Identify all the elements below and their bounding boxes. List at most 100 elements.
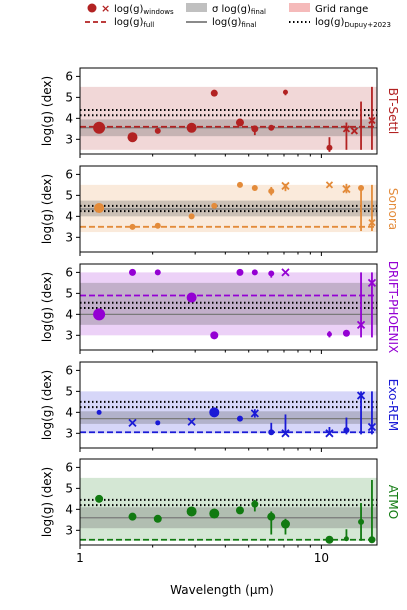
legend-sigma-patch-icon xyxy=(186,3,207,12)
y-tick-label: 3 xyxy=(65,230,73,244)
grid-range-band xyxy=(80,477,377,541)
data-point xyxy=(342,184,351,194)
y-tick-label: 3 xyxy=(65,523,73,537)
data-point xyxy=(93,121,106,134)
data-point xyxy=(281,268,290,277)
model-label: ATMO xyxy=(386,485,400,519)
data-point xyxy=(282,89,288,95)
legend-full-text: log(g)full xyxy=(114,17,154,29)
legend-windows-sub: windows xyxy=(143,8,174,16)
panel-atmo: 3 4 5 6 log(g) (dex) ATMO xyxy=(40,458,400,549)
grid-range-band xyxy=(80,272,377,336)
data-point xyxy=(94,202,105,213)
legend-grid-patch-icon xyxy=(289,3,310,12)
legend-dupuy-text: log(g)Dupuy+2023 xyxy=(315,17,391,29)
model-label: Sonora xyxy=(386,188,400,230)
data-point xyxy=(235,118,244,127)
data-point xyxy=(367,278,377,288)
data-point xyxy=(250,409,259,418)
data-point xyxy=(236,268,244,276)
y-tick-label: 4 xyxy=(65,209,73,223)
data-point xyxy=(367,422,377,432)
legend-final-label: log(g) xyxy=(212,17,241,28)
panel-plot-area xyxy=(80,181,377,233)
legend-dupuy-sub: Dupuy+2023 xyxy=(344,21,391,29)
x-tick-label: 10 xyxy=(314,551,329,565)
legend-windows-circle-icon xyxy=(87,3,97,13)
data-point xyxy=(153,514,162,523)
data-point xyxy=(128,512,137,521)
data-point xyxy=(154,269,161,276)
data-point xyxy=(368,116,376,125)
data-point xyxy=(186,292,197,303)
data-point xyxy=(356,391,366,400)
legend-dupuy-label: log(g) xyxy=(315,17,344,28)
y-tick-label: 4 xyxy=(65,502,73,516)
data-point xyxy=(154,127,161,134)
data-point xyxy=(343,536,349,542)
x-axis: 1 10 xyxy=(76,551,329,565)
data-point xyxy=(210,89,218,97)
legend-windows-label: log(g) xyxy=(114,4,143,15)
y-tick-label: 4 xyxy=(65,307,73,321)
panel-drift-phoenix: 3 4 5 6 log(g) (dex) DRIFT-PHOENIX xyxy=(40,261,400,354)
y-axis-label: log(g) (dex) xyxy=(40,370,54,440)
sigma-band xyxy=(80,411,377,424)
y-tick-label: 3 xyxy=(65,132,73,146)
y-tick-label: 5 xyxy=(65,286,73,300)
data-point xyxy=(251,500,259,508)
data-point xyxy=(188,213,195,220)
data-point xyxy=(186,506,197,517)
data-point xyxy=(281,429,290,438)
panel-frame xyxy=(79,361,378,449)
model-label: BT-Settl xyxy=(386,88,400,135)
data-point xyxy=(268,124,275,131)
panel-plot-area xyxy=(80,391,377,438)
data-point xyxy=(268,429,275,436)
y-tick-label: 6 xyxy=(65,69,73,83)
data-point xyxy=(235,506,244,515)
model-label: Exo-REM xyxy=(386,379,400,431)
data-point xyxy=(325,429,334,438)
y-axis-label: log(g) (dex) xyxy=(40,76,54,146)
y-tick-label: 6 xyxy=(65,460,73,474)
x-axis-label: Wavelength (μm) xyxy=(170,583,274,597)
sigma-band xyxy=(80,282,377,325)
grid-range-band xyxy=(80,86,377,150)
data-point xyxy=(251,125,259,133)
y-tick-label: 5 xyxy=(65,481,73,495)
data-point xyxy=(210,331,219,340)
y-axis-label: log(g) (dex) xyxy=(40,174,54,244)
panel-exo-rem: 3 4 5 6 log(g) (dex) Exo-REM xyxy=(40,361,400,452)
legend-sigma-text: σ log(g)final xyxy=(212,4,266,16)
panels: 3 4 5 6 log(g) (dex) BT-Settl 3 4 5 6 log(g) (dex)… xyxy=(40,67,400,549)
y-tick-label: 4 xyxy=(65,111,73,125)
y-tick-label: 6 xyxy=(65,363,73,377)
panel-frame xyxy=(79,263,378,351)
y-tick-label: 5 xyxy=(65,384,73,398)
data-point xyxy=(343,427,350,434)
data-point xyxy=(267,512,276,521)
data-point xyxy=(368,218,376,227)
panel-plot-area xyxy=(80,86,377,152)
data-point xyxy=(358,518,365,525)
data-point xyxy=(325,181,334,189)
y-tick-label: 3 xyxy=(65,328,73,342)
panel-frame xyxy=(79,165,378,253)
data-point xyxy=(209,508,220,519)
legend-full-label: log(g) xyxy=(114,17,143,28)
legend-final-sub: final xyxy=(241,21,256,29)
y-tick-label: 6 xyxy=(65,265,73,279)
legend-final-text: log(g)final xyxy=(212,17,257,29)
y-axis-label: log(g) (dex) xyxy=(40,467,54,537)
data-point xyxy=(128,418,137,427)
data-point xyxy=(356,320,366,329)
panel-frame xyxy=(79,458,378,546)
data-point xyxy=(342,329,350,337)
data-point xyxy=(93,308,106,321)
data-point xyxy=(186,122,197,133)
y-tick-label: 3 xyxy=(65,426,73,440)
data-point xyxy=(127,132,138,143)
data-point xyxy=(155,420,161,426)
legend-grid-label: Grid range xyxy=(315,4,368,15)
